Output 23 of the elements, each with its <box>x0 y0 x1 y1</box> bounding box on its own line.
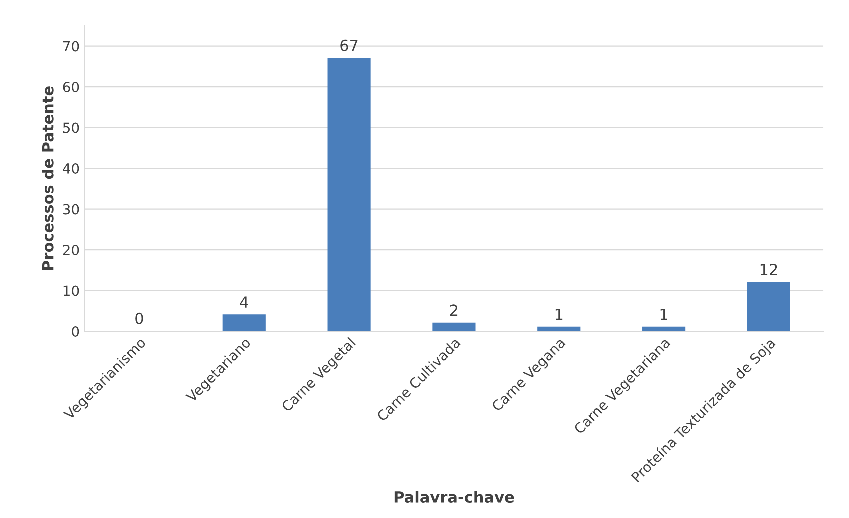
bar <box>328 58 371 332</box>
bar <box>538 326 581 332</box>
data-label: 4 <box>240 296 248 308</box>
y-tick-label: 0 <box>72 326 80 337</box>
y-tick-label: 40 <box>63 163 80 174</box>
data-label: 67 <box>340 40 358 52</box>
y-tick-label: 20 <box>63 244 80 256</box>
data-label: 1 <box>660 308 668 320</box>
y-tick-label: 10 <box>64 286 80 296</box>
bar <box>432 322 476 332</box>
bar <box>747 282 791 332</box>
data-label: 1 <box>556 308 563 320</box>
y-tick-label: 60 <box>63 82 80 92</box>
bar <box>642 326 686 332</box>
y-axis-title: Processos de Patente <box>42 86 54 270</box>
data-label: 2 <box>450 304 458 316</box>
y-tick-label: 30 <box>63 204 80 215</box>
bar <box>222 314 266 332</box>
data-label: 12 <box>760 264 778 276</box>
x-axis-title: Palavra-chave <box>394 491 514 504</box>
y-tick-label: 50 <box>63 122 80 134</box>
data-label: 0 <box>136 312 144 324</box>
y-tick-label: 70 <box>64 41 80 52</box>
